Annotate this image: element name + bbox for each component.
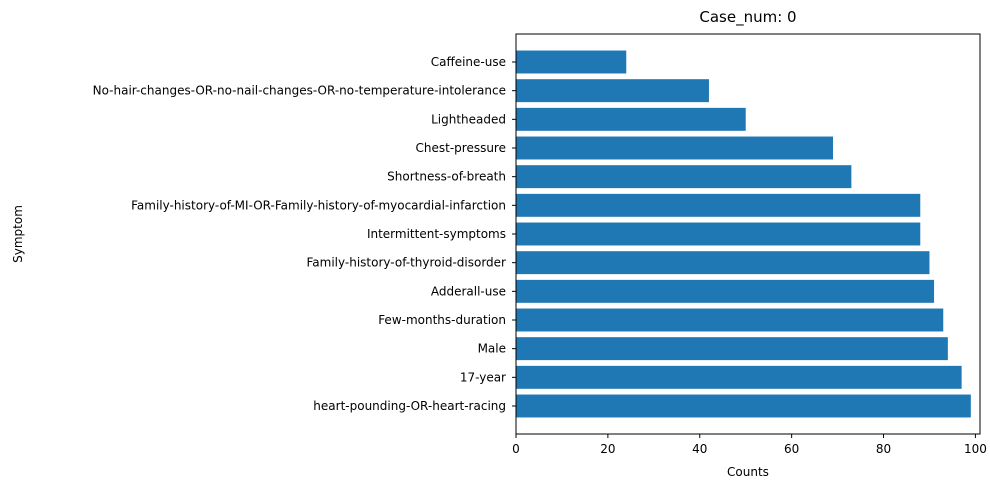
chart-title: Case_num: 0 (699, 8, 796, 27)
x-tick-label: 80 (876, 442, 891, 456)
y-tick-label: heart-pounding-OR-heart-racing (313, 399, 506, 413)
y-tick-label: Few-months-duration (378, 313, 506, 327)
y-tick-label: Lightheaded (431, 112, 506, 126)
bar-0 (516, 50, 627, 74)
x-axis-title: Counts (727, 465, 769, 479)
y-tick-label: Intermittent-symptoms (367, 227, 506, 241)
y-tick-label: Adderall-use (431, 284, 506, 298)
bar-9 (516, 308, 944, 332)
y-tick-label: Family-history-of-MI-OR-Family-history-o… (131, 198, 506, 212)
x-tick-label: 20 (600, 442, 615, 456)
bar-2 (516, 107, 746, 131)
y-axis-title: Symptom (11, 205, 25, 263)
plot-frame (515, 33, 981, 435)
bar-5 (516, 193, 921, 217)
y-tick-label: Chest-pressure (416, 141, 507, 155)
y-tick-label: Caffeine-use (431, 55, 506, 69)
x-axis-ticks: 0 20 40 60 80 100 (512, 434, 987, 456)
x-tick-label: 100 (964, 442, 987, 456)
x-tick-label: 40 (692, 442, 707, 456)
y-tick-label: 17-year (460, 370, 506, 384)
x-tick-label: 0 (512, 442, 520, 456)
y-tick-label: Male (478, 342, 506, 356)
bar-3 (516, 136, 833, 160)
bar-11 (516, 365, 962, 389)
y-tick-label: Family-history-of-thyroid-disorder (307, 256, 507, 270)
bars (516, 50, 971, 418)
bar-8 (516, 279, 935, 303)
bar-1 (516, 79, 709, 103)
bar-12 (516, 394, 971, 418)
bar-6 (516, 222, 921, 246)
bar-7 (516, 251, 930, 275)
x-tick-label: 60 (784, 442, 799, 456)
bar-10 (516, 337, 948, 361)
y-tick-label: No-hair-changes-OR-no-nail-changes-OR-no… (93, 84, 506, 98)
y-tick-label: Shortness-of-breath (387, 170, 506, 184)
bar-4 (516, 165, 852, 189)
y-axis-ticks: Caffeine-use No-hair-changes-OR-no-nail-c… (93, 55, 516, 413)
